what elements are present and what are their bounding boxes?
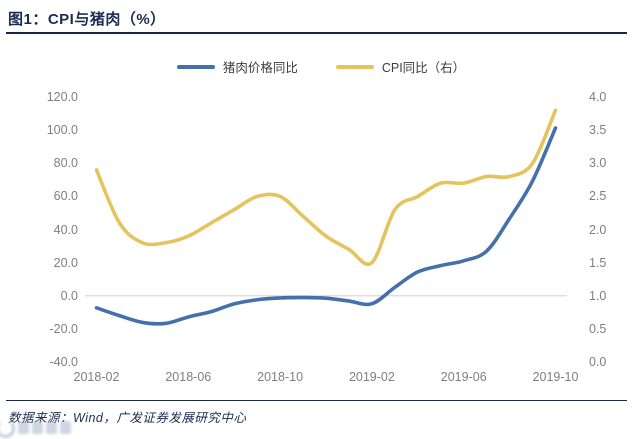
x-axis-tick: 2018-02 [73, 370, 120, 384]
right-axis-tick: 0.5 [589, 321, 607, 336]
footer-divider-line [6, 400, 627, 401]
legend-item-pork: 猪肉价格同比 [176, 57, 298, 76]
pork-line-swatch-icon [176, 64, 215, 69]
legend-label-cpi: CPI同比（右） [381, 61, 466, 75]
right-axis-tick: 4.0 [589, 90, 607, 104]
left-axis-tick: -40.0 [49, 355, 79, 369]
chart-title: 图1：CPI与猪肉（%） [8, 11, 166, 28]
data-source-note: 数据来源：Wind，广发证券发展研究中心 [8, 411, 247, 425]
x-axis-tick: 2019-10 [532, 370, 579, 384]
x-axis-tick: 2018-06 [165, 370, 212, 384]
cpi-line-swatch-icon [335, 64, 374, 69]
left-axis-tick: 40.0 [53, 222, 78, 237]
left-axis-tick: 80.0 [53, 156, 78, 171]
legend-label-pork: 猪肉价格同比 [222, 61, 298, 75]
x-axis-tick: 2019-02 [348, 370, 395, 384]
right-axis-tick: 2.0 [589, 222, 607, 237]
right-axis-tick: 3.5 [589, 123, 607, 138]
right-axis-tick: 0.0 [589, 355, 607, 369]
left-axis-tick: -20.0 [49, 321, 79, 336]
right-axis-tick: 2.5 [589, 189, 607, 204]
pork-price-line [94, 126, 558, 326]
right-axis-tick: 3.0 [589, 156, 607, 171]
left-axis-tick: 100.0 [46, 123, 78, 138]
left-axis-tick: 0.0 [60, 288, 78, 303]
legend-item-cpi: CPI同比（右） [335, 57, 466, 76]
right-axis-tick: 1.5 [589, 255, 607, 270]
cpi-line [94, 108, 558, 266]
left-axis-tick: 120.0 [46, 90, 78, 104]
title-divider-line [6, 32, 627, 34]
left-axis-tick: 20.0 [53, 255, 78, 270]
right-axis-tick: 1.0 [589, 288, 607, 303]
x-axis-tick: 2019-06 [440, 370, 487, 384]
left-axis-tick: 60.0 [53, 189, 78, 204]
legend: 猪肉价格同比 CPI同比（右） [0, 57, 642, 76]
x-axis-tick: 2018-10 [257, 370, 304, 384]
